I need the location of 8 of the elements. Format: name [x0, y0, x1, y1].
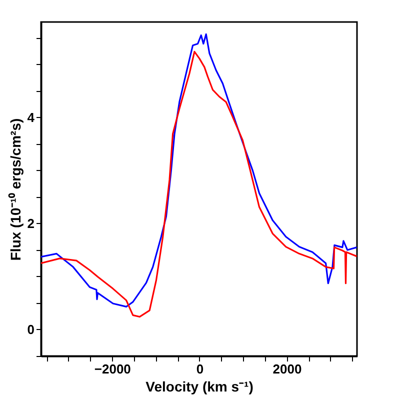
y-tick-label: 4 — [27, 110, 36, 125]
y-axis-title: Flux (10⁻¹⁰ ergs/cm²s) — [7, 118, 24, 261]
x-tick-label: −2000 — [94, 362, 131, 376]
y-tick-label: 0 — [27, 322, 34, 337]
x-tick-label: 0 — [196, 362, 204, 376]
x-axis-title: Velocity (km s⁻¹) — [146, 378, 254, 394]
y-tick-label: 2 — [27, 216, 34, 231]
x-tick-label: 2000 — [272, 362, 302, 376]
